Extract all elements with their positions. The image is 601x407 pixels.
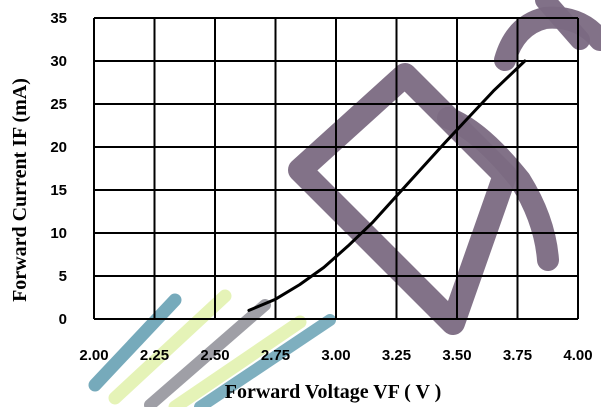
- x-tick-label: 3.75: [503, 347, 532, 364]
- x-tick-label: 2.75: [261, 347, 290, 364]
- watermark-stripe: [108, 289, 232, 405]
- x-tick-label: 2.25: [140, 347, 169, 364]
- x-tick-label: 2.50: [200, 347, 229, 364]
- watermark-shape-curve: [437, 107, 559, 271]
- watermark-stripe: [168, 315, 307, 407]
- watermark-shape-stroke: [535, 0, 590, 50]
- chart-series: [247, 59, 527, 312]
- x-tick-label: 3.00: [321, 347, 350, 364]
- y-tick-label: 5: [59, 268, 67, 285]
- y-axis-title: Forward Current IF (mA): [9, 78, 31, 302]
- y-tick-label: 30: [50, 53, 67, 70]
- y-tick-label: 10: [50, 225, 67, 242]
- y-tick-label: 35: [50, 10, 67, 27]
- y-tick-label: 15: [50, 182, 67, 199]
- watermark-stripe: [194, 314, 336, 407]
- watermark: [88, 0, 601, 407]
- y-tick-label: 0: [59, 311, 67, 328]
- x-tick-label: 4.00: [563, 347, 592, 364]
- watermark-stripe: [88, 293, 182, 392]
- watermark-stripe: [144, 299, 271, 407]
- y-tick-label: 25: [50, 96, 67, 113]
- series-line: [247, 59, 527, 312]
- x-tick-label: 3.50: [442, 347, 471, 364]
- y-tick-label: 20: [50, 139, 67, 156]
- x-tick-label: 2.00: [79, 347, 108, 364]
- chart-tick-labels: 2.00 2.25 2.50 2.75 3.00 3.25 3.50 3.75 4.00 0 5 10…: [50, 10, 592, 364]
- x-axis-title: Forward Voltage VF ( V ): [225, 381, 441, 403]
- x-tick-label: 3.25: [382, 347, 411, 364]
- chart-grid: [93, 17, 579, 320]
